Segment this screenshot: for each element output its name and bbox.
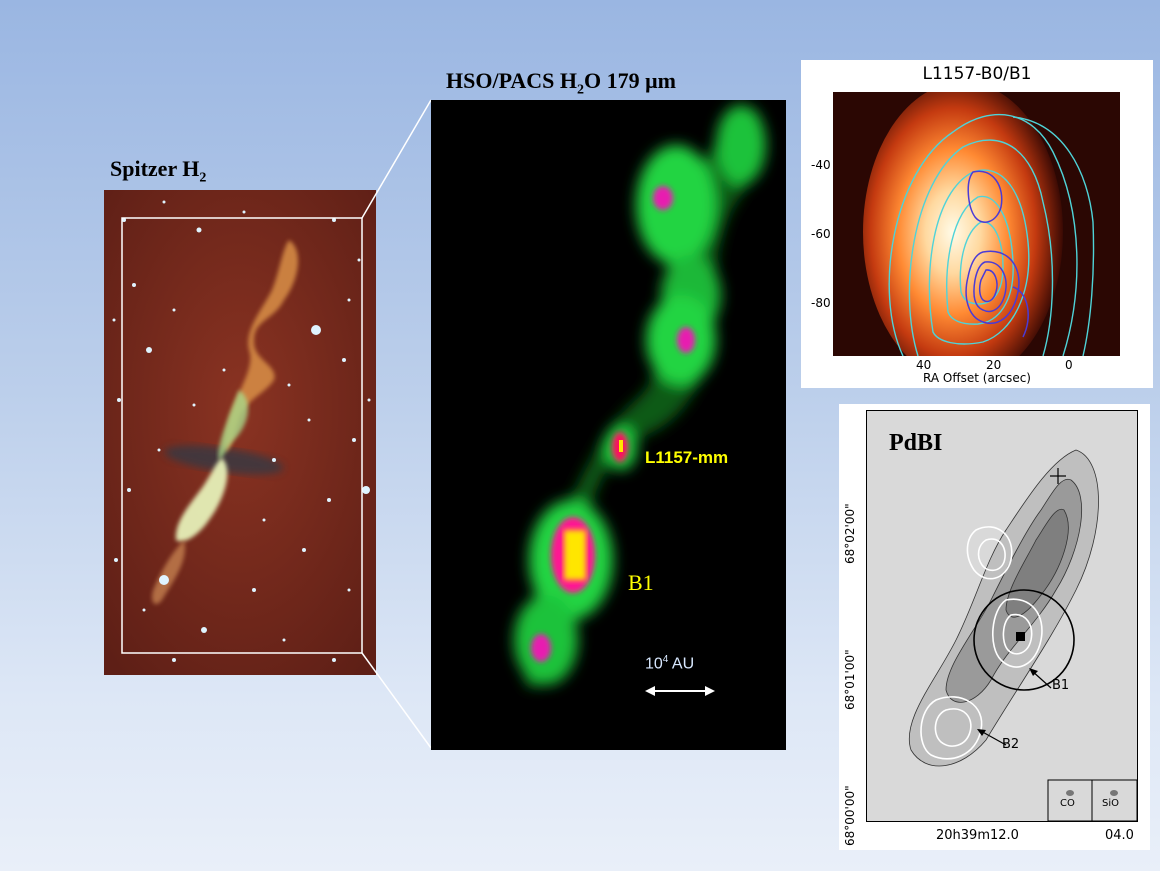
- contour-map-xtick-1: 40: [916, 358, 932, 372]
- pdbi-label-b2: B2: [1002, 737, 1020, 752]
- contour-map-panel: L1157-B0/B1: [801, 60, 1153, 388]
- contour-map-ytick-2: -60: [811, 227, 831, 241]
- pdbi-ytick-1: 68°02'00": [843, 503, 857, 564]
- pdbi-title: PdBI: [889, 430, 943, 456]
- scale-bar-label: 104 AU: [645, 654, 695, 673]
- pdbi-xtick-ra2: 04.0: [1105, 828, 1134, 843]
- pdbi-map-panel: PdBI B1 B2 CO SiO 68°02'00" 68°01'00" 68…: [839, 404, 1150, 850]
- spitzer-image-graphic: [104, 190, 376, 675]
- scale-bar-arrow: [645, 686, 715, 696]
- spitzer-image: [104, 190, 376, 675]
- contour-map-xtick-2: 20: [986, 358, 1002, 372]
- label-l1157-mm: L1157-mm: [645, 448, 729, 467]
- pdbi-map-graphic: [866, 410, 1138, 822]
- contour-map-graphic: [833, 92, 1120, 356]
- pacs-title: HSO/PACS H2O 179 μm: [446, 68, 676, 98]
- pdbi-xtick-ra: 20h39m12.0: [936, 828, 1019, 843]
- contour-map-xlabel: RA Offset (arcsec): [923, 371, 1031, 385]
- pacs-map-graphic: [514, 105, 766, 696]
- contour-map-ytick-3: -80: [811, 296, 831, 310]
- contour-map-ytick-1: -40: [811, 158, 831, 172]
- contour-map-xtick-3: 0: [1065, 358, 1073, 372]
- pacs-water-map: L1157-mm B1 104 AU: [431, 100, 786, 750]
- pdbi-label-b1: B1: [1052, 678, 1070, 693]
- spitzer-title: Spitzer H2: [110, 156, 207, 186]
- contour-map-title: L1157-B0/B1: [922, 64, 1032, 84]
- pdbi-ytick-3: 68°00'00": [843, 785, 857, 846]
- label-b1: B1: [628, 570, 654, 595]
- beam-label-co: CO: [1060, 798, 1075, 809]
- pdbi-ytick-2: 68°01'00": [843, 649, 857, 710]
- beam-label-sio: SiO: [1102, 798, 1119, 809]
